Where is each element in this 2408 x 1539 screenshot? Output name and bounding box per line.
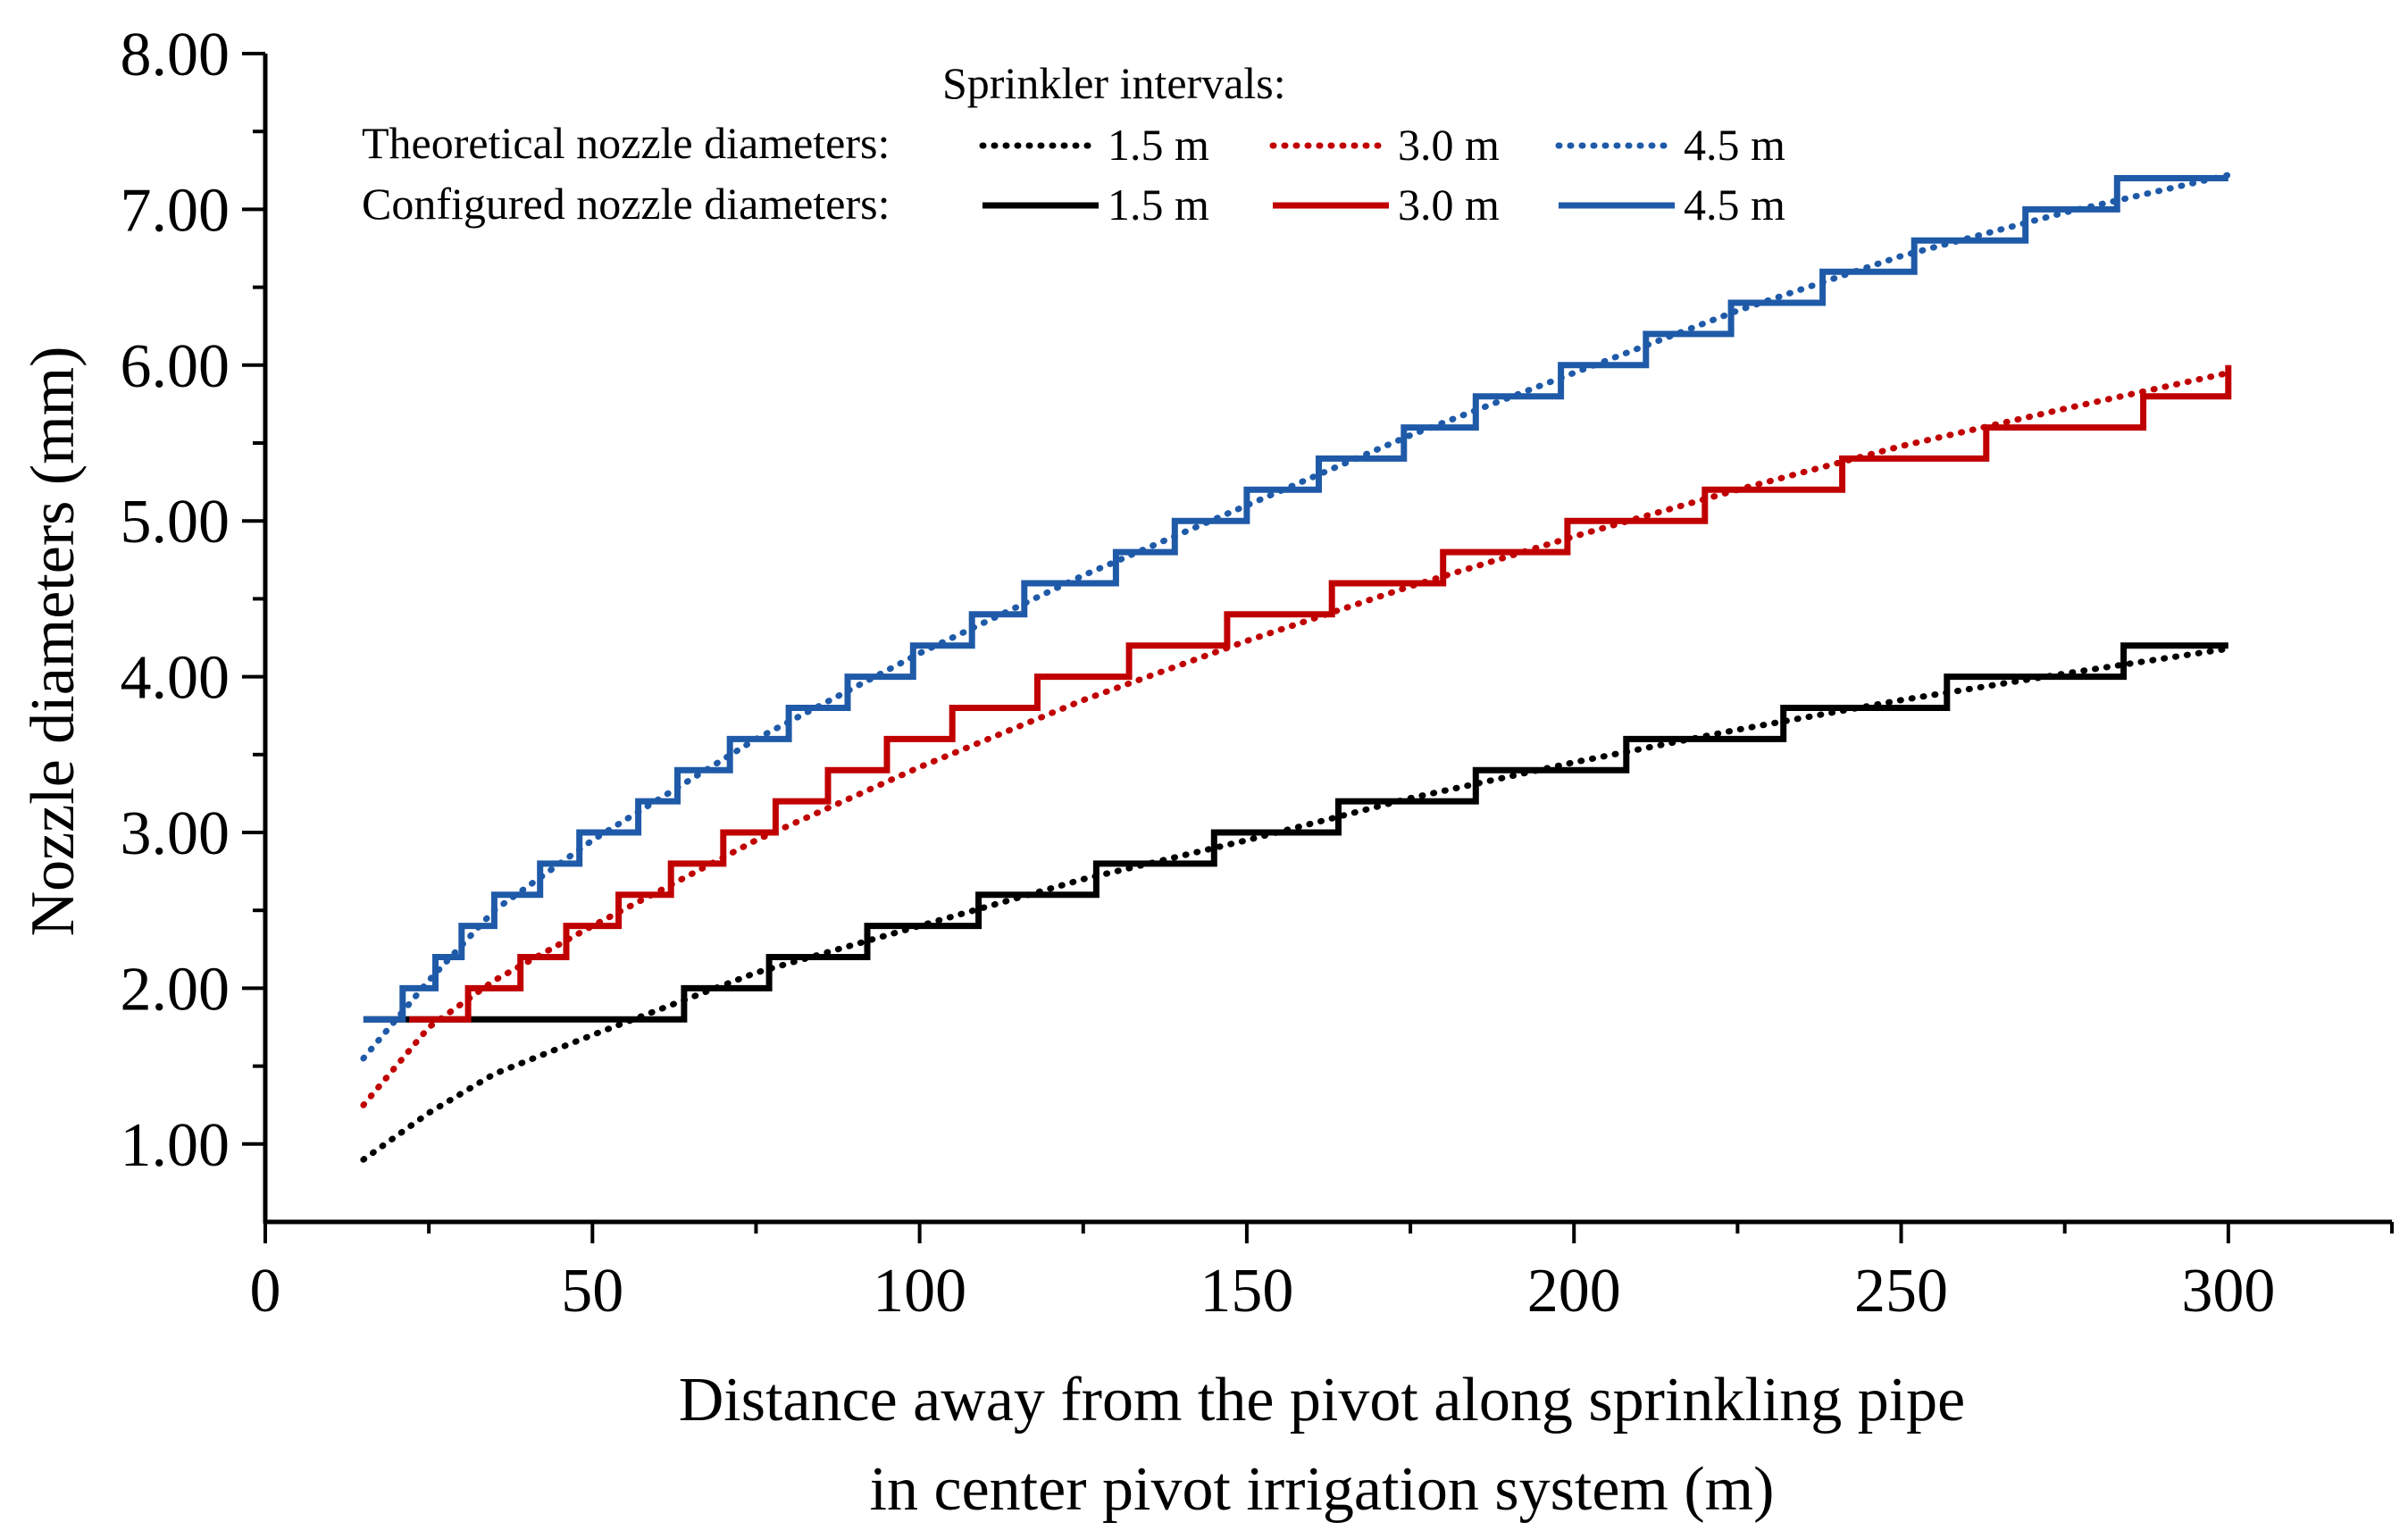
y-tick-label: 3.00 [121,799,230,868]
y-tick-label: 4.00 [121,644,230,713]
series-theoretical-1-5-m [360,645,2232,1163]
legend-theoretical-interval: 1.5 m [1108,120,1209,170]
x-tick-label: 250 [1854,1257,1948,1326]
y-tick-label: 6.00 [121,332,230,401]
series-configured-4-5-m [363,175,2228,1023]
y-tick-label: 7.00 [121,176,230,245]
series-theoretical-4-5-m [360,171,2232,1062]
legend-configured-interval: 4.5 m [1684,180,1785,230]
x-axis-title-line-1: Distance away from the pivot along sprin… [679,1366,1966,1434]
y-tick-label: 8.00 [121,21,230,89]
y-tick-label: 2.00 [121,955,230,1024]
x-axis-title-line-2: in center pivot irrigation system (m) [870,1455,1775,1524]
series-layer [360,171,2232,1163]
legend-configured-interval: 3.0 m [1398,180,1500,230]
legend-configured-interval: 1.5 m [1108,180,1209,230]
x-tick-label: 50 [561,1257,623,1326]
y-tick-label: 5.00 [121,488,230,556]
x-tick-label: 0 [250,1257,281,1326]
series-configured-1-5-m [363,642,2228,1023]
axes-layer: 0 50 100 150 200 250 300 1.00 2.00 3.00 4.00 5.00 6.… [121,21,2394,1326]
legend-theoretical-label: Theoretical nozzle diameters: [362,118,890,168]
legend-theoretical-interval: 4.5 m [1684,120,1785,170]
x-tick-label: 150 [1200,1257,1293,1326]
x-tick-label: 300 [2181,1257,2275,1326]
x-tick-label: 100 [873,1257,966,1326]
x-tick-label: 200 [1527,1257,1621,1326]
y-tick-label: 1.00 [121,1111,230,1180]
series-theoretical-3-0-m [360,370,2232,1108]
series-configured-3-0-m [409,364,2232,1023]
legend: Sprinkler intervals: Theoretical nozzle … [362,58,1785,230]
y-axis-title: Nozzle diameters (mm) [19,347,88,937]
legend-theoretical-interval: 3.0 m [1398,120,1500,170]
legend-header: Sprinkler intervals: [942,58,1286,108]
legend-configured-label: Configured nozzle diameters: [362,179,890,229]
